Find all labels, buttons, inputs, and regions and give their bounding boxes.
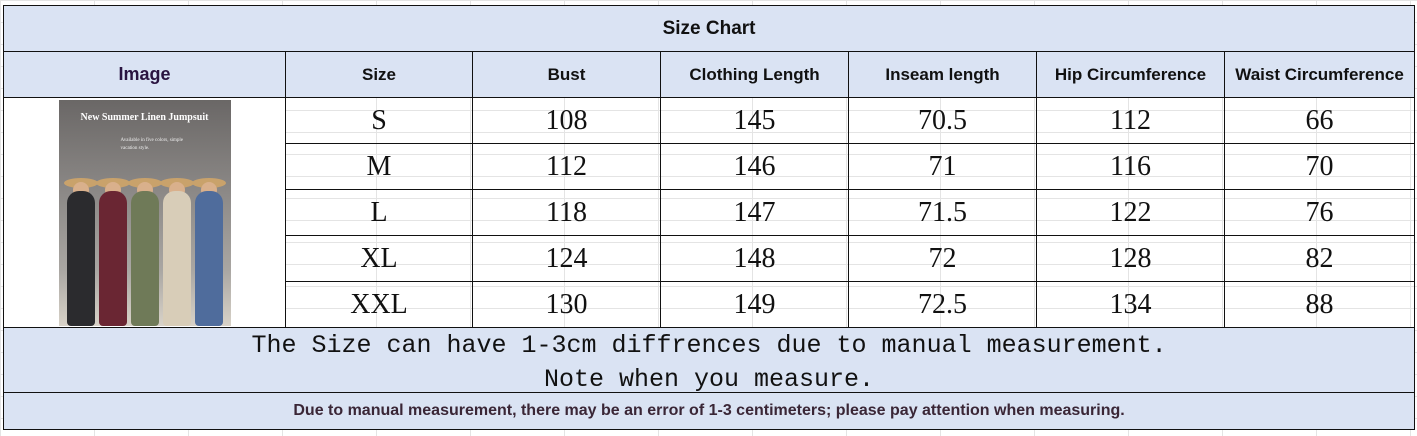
column-header: Inseam length <box>848 51 1037 98</box>
table-row: L 118 147 71.5 122 76 <box>4 189 1416 236</box>
table-cell: XL <box>285 235 473 282</box>
column-header: Clothing Length <box>660 51 849 98</box>
table-cell: 70.5 <box>848 97 1037 144</box>
note-cell: The Size can have 1-3cm diffrences due t… <box>2 327 1416 393</box>
table-cell: S <box>285 97 473 144</box>
table-cell: 112 <box>1036 97 1225 144</box>
table-cell: 72.5 <box>848 281 1037 328</box>
column-header: Size <box>285 51 473 98</box>
table-cell: 108 <box>472 97 661 144</box>
note-line-2: Note when you measure. <box>544 365 875 391</box>
table-cell: 71.5 <box>848 189 1037 236</box>
table-row: XXL 130 149 72.5 134 88 <box>4 281 1416 328</box>
table-cell: 148 <box>660 235 849 282</box>
photo-subtitle: Available in five colors, simple vacatio… <box>120 137 184 151</box>
table-cell: 128 <box>1036 235 1225 282</box>
photo-title: New Summer Linen Jumpsuit <box>80 111 209 123</box>
note-line-1: The Size can have 1-3cm diffrences due t… <box>251 331 1167 360</box>
footer-note: Due to manual measurement, there may be … <box>2 392 1416 430</box>
column-header: Bust <box>472 51 661 98</box>
table-cell: 112 <box>472 143 661 190</box>
column-header: Image <box>3 51 286 98</box>
table-cell: 147 <box>660 189 849 236</box>
table-cell: 66 <box>1223 97 1416 144</box>
table-cell: 122 <box>1036 189 1225 236</box>
size-chart-table: Size Chart Image Size Bust Clothing Length I… <box>2 5 1416 430</box>
table-cell: 130 <box>472 281 661 328</box>
table-cell: 146 <box>660 143 849 190</box>
table-row: New Summer Linen Jumpsuit Available in fi… <box>3 97 1416 328</box>
table-cell: 72 <box>848 235 1037 282</box>
table-cell: XXL <box>285 281 473 328</box>
table-cell: L <box>285 189 473 236</box>
table-cell: 116 <box>1036 143 1225 190</box>
product-image-cell: New Summer Linen Jumpsuit Available in fi… <box>3 97 286 328</box>
table-cell: 82 <box>1223 235 1416 282</box>
product-photo: New Summer Linen Jumpsuit Available in fi… <box>58 99 231 326</box>
table-title: Size Chart <box>2 5 1416 52</box>
table-cell: 149 <box>660 281 849 328</box>
table-cell: 70 <box>1223 143 1416 190</box>
table-cell: 71 <box>848 143 1037 190</box>
table-cell: 76 <box>1223 189 1416 236</box>
table-cell: 124 <box>472 235 661 282</box>
column-header: Waist Circumference <box>1223 51 1416 98</box>
table-cell: 88 <box>1223 281 1416 328</box>
table-cell: 134 <box>1036 281 1225 328</box>
table-row: XL 124 148 72 128 82 <box>4 235 1416 282</box>
table-cell: 145 <box>660 97 849 144</box>
column-header: Hip Circumference <box>1036 51 1225 98</box>
table-cell: 118 <box>472 189 661 236</box>
table-cell: M <box>285 143 473 190</box>
